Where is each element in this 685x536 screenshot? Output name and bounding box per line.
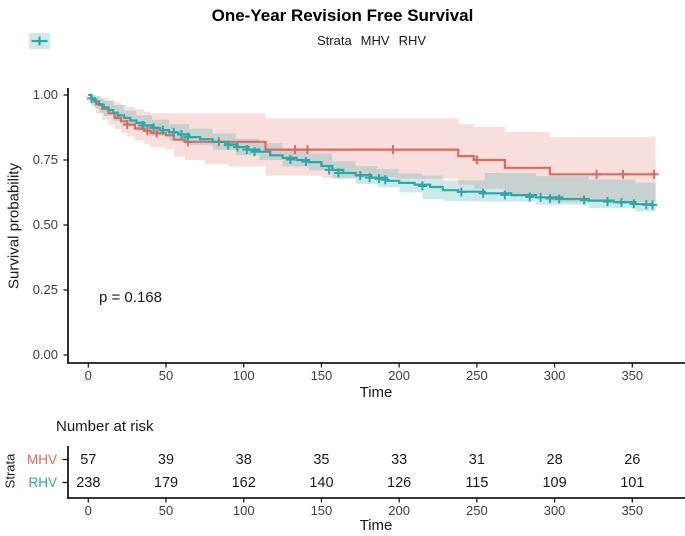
risk-count: 28 (546, 451, 563, 468)
x-tick-label: 300 (543, 368, 566, 383)
risk-count: 109 (542, 474, 567, 491)
x-tick-label: 0 (84, 368, 92, 383)
risk-x-tick-label: 250 (466, 503, 488, 518)
x-tick-label: 100 (232, 368, 255, 383)
y-tick-label: 0.50 (32, 217, 58, 232)
risk-x-tick-label: 50 (158, 503, 174, 518)
legend-key-rhv-icon (29, 33, 50, 49)
risk-table-header: Number at risk (56, 418, 154, 435)
risk-count: 39 (157, 451, 175, 468)
x-axis-label: Time (359, 384, 393, 401)
legend-item-rhv: RHV (29, 33, 427, 49)
risk-count: 35 (313, 451, 330, 468)
risk-row-label-rhv: RHV (28, 475, 57, 490)
x-tick-label: 50 (158, 368, 174, 383)
risk-x-tick-label: 0 (84, 503, 92, 518)
risk-count: 33 (391, 451, 408, 468)
risk-table-x-axis-label: Time (359, 517, 393, 534)
risk-count: 115 (465, 474, 489, 491)
risk-count: 26 (624, 451, 641, 468)
risk-x-tick-label: 150 (310, 503, 333, 518)
risk-count: 140 (309, 474, 334, 491)
x-tick-label: 350 (621, 368, 644, 383)
y-tick-label: 0.75 (32, 152, 58, 167)
x-tick-label: 150 (310, 368, 333, 383)
risk-count: 162 (231, 474, 256, 491)
x-tick-label: 250 (466, 368, 488, 383)
y-tick-label: 0.00 (32, 347, 58, 362)
risk-x-tick-label: 300 (543, 503, 566, 518)
risk-count: 31 (468, 451, 485, 468)
risk-count: 179 (153, 474, 179, 491)
legend: Strata MHV RHV (29, 33, 685, 49)
legend-title: Strata (316, 33, 352, 48)
risk-x-tick-label: 350 (621, 503, 644, 518)
ci-band-rhv (88, 95, 656, 213)
risk-row-label-mhv: MHV (27, 452, 57, 467)
risk-count: 101 (620, 474, 645, 491)
risk-x-tick-label: 200 (388, 503, 410, 518)
legend-label-rhv: RHV (398, 33, 427, 48)
y-tick-label: 0.25 (32, 282, 58, 297)
chart-title: One-Year Revision Free Survival (211, 6, 474, 25)
legend-label-mhv: MHV (360, 33, 390, 48)
pvalue-annotation: p = 0.168 (99, 289, 162, 306)
risk-count: 57 (80, 451, 97, 468)
risk-count: 126 (387, 474, 412, 491)
risk-x-tick-label: 100 (232, 503, 255, 518)
y-tick-label: 1.00 (32, 87, 58, 102)
x-tick-label: 200 (388, 368, 410, 383)
risk-count: 38 (235, 451, 252, 468)
risk-count: 238 (76, 474, 101, 491)
